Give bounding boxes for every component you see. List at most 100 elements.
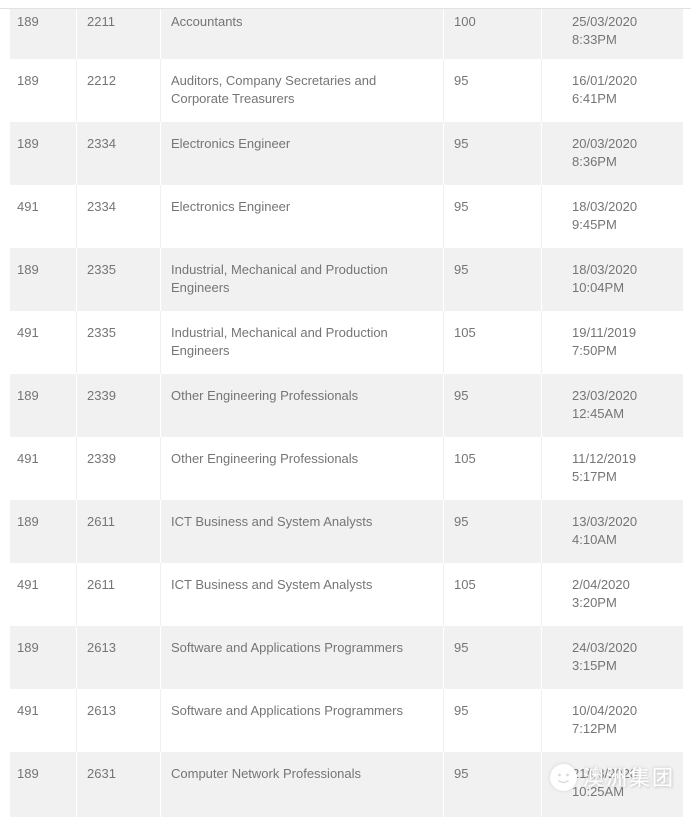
- occupation-code-value: 2334: [87, 199, 116, 214]
- cell-occupation-name: Accountants: [160, 9, 443, 59]
- table-row: 491 2611 ICT Business and System Analyst…: [10, 563, 683, 626]
- date-value: 13/03/2020: [572, 514, 638, 529]
- cell-occupation-name: Electronics Engineer: [160, 122, 443, 185]
- cell-visa-subclass: 189: [10, 500, 76, 563]
- points-value: 95: [454, 388, 469, 403]
- visa-subclass-value: 491: [17, 577, 39, 592]
- cell-visa-subclass: 189: [10, 248, 76, 311]
- visa-subclass-value: 189: [17, 14, 39, 29]
- cell-occupation-name: ICT Business and System Analysts: [160, 500, 443, 563]
- cell-occupation-code: 2335: [76, 248, 160, 311]
- occupation-name-value: Electronics Engineer: [171, 199, 291, 214]
- cell-date: 11/12/2019 5:17PM: [541, 437, 683, 500]
- cell-occupation-code: 2339: [76, 437, 160, 500]
- cell-occupation-name: Other Engineering Professionals: [160, 374, 443, 437]
- cell-visa-subclass: 491: [10, 689, 76, 752]
- table-row: 189 2211 Accountants 100 25/03/2020 8:33…: [10, 9, 683, 59]
- cell-points: 95: [443, 248, 541, 311]
- cell-occupation-code: 2335: [76, 311, 160, 374]
- cell-occupation-code: 2334: [76, 122, 160, 185]
- visa-subclass-value: 491: [17, 199, 39, 214]
- table-row: 189 2212 Auditors, Company Secretaries a…: [10, 59, 683, 122]
- points-value: 95: [454, 73, 469, 88]
- cell-occupation-name: Software and Applications Programmers: [160, 626, 443, 689]
- cell-occupation-name: Industrial, Mechanical and Production En…: [160, 248, 443, 311]
- cell-visa-subclass: 491: [10, 185, 76, 248]
- time-value: 3:20PM: [572, 595, 617, 610]
- cell-points: 105: [443, 311, 541, 374]
- visa-subclass-value: 491: [17, 325, 39, 340]
- cell-points: 95: [443, 626, 541, 689]
- time-value: 4:10AM: [572, 532, 617, 547]
- occupation-name-value: Computer Network Professionals: [171, 766, 362, 781]
- cell-points: 100: [443, 9, 541, 59]
- visa-subclass-value: 189: [17, 136, 39, 151]
- time-value: 10:04PM: [572, 280, 625, 295]
- table-row: 189 2339 Other Engineering Professionals…: [10, 374, 683, 437]
- occupation-code-value: 2611: [87, 577, 115, 592]
- cell-visa-subclass: 491: [10, 311, 76, 374]
- date-value: 16/01/2020: [572, 73, 638, 88]
- points-value: 95: [454, 199, 469, 214]
- cell-occupation-name: Industrial, Mechanical and Production En…: [160, 311, 443, 374]
- visa-subclass-value: 189: [17, 766, 39, 781]
- date-value: 25/03/2020: [572, 14, 638, 29]
- cell-occupation-code: 2631: [76, 752, 160, 817]
- occupation-code-value: 2335: [87, 262, 116, 277]
- cell-points: 105: [443, 563, 541, 626]
- cell-date: 19/11/2019 7:50PM: [541, 311, 683, 374]
- occupation-code-value: 2631: [87, 766, 116, 781]
- time-value: 5:17PM: [572, 469, 617, 484]
- occupation-code-value: 2611: [87, 514, 115, 529]
- occupation-code-value: 2339: [87, 388, 116, 403]
- cell-date: 18/03/2020 9:45PM: [541, 185, 683, 248]
- occupation-name-value: Other Engineering Professionals: [171, 388, 359, 403]
- cell-date: 18/03/2020 10:04PM: [541, 248, 683, 311]
- cell-visa-subclass: 189: [10, 9, 76, 59]
- time-value: 10:25AM: [572, 784, 625, 799]
- time-value: 9:45PM: [572, 217, 617, 232]
- cell-occupation-code: 2334: [76, 185, 160, 248]
- time-value: 8:33PM: [572, 32, 617, 47]
- cell-points: 95: [443, 689, 541, 752]
- cell-date: 25/03/2020 8:33PM: [541, 9, 683, 59]
- points-value: 105: [454, 451, 476, 466]
- occupation-name-value: Industrial, Mechanical and Production En…: [171, 262, 388, 295]
- occupation-name-value: ICT Business and System Analysts: [171, 514, 373, 529]
- table-row: 491 2339 Other Engineering Professionals…: [10, 437, 683, 500]
- occupation-code-value: 2613: [87, 640, 116, 655]
- table-row: 189 2334 Electronics Engineer 95 20/03/2…: [10, 122, 683, 185]
- table-row: 189 2613 Software and Applications Progr…: [10, 626, 683, 689]
- date-value: 10/04/2020: [572, 703, 638, 718]
- cell-occupation-code: 2211: [76, 9, 160, 59]
- occupation-name-value: ICT Business and System Analysts: [171, 577, 373, 592]
- cell-occupation-code: 2212: [76, 59, 160, 122]
- cell-date: 10/04/2020 7:12PM: [541, 689, 683, 752]
- cell-points: 95: [443, 752, 541, 817]
- occupation-name-value: Software and Applications Programmers: [171, 640, 403, 655]
- cell-occupation-code: 2613: [76, 689, 160, 752]
- time-value: 3:15PM: [572, 658, 617, 673]
- visa-subclass-value: 189: [17, 640, 39, 655]
- cell-visa-subclass: 189: [10, 122, 76, 185]
- table-row: 189 2631 Computer Network Professionals …: [10, 752, 683, 817]
- time-value: 7:12PM: [572, 721, 617, 736]
- cell-date: 24/03/2020 3:15PM: [541, 626, 683, 689]
- cell-date: 21/03/2020 10:25AM: [541, 752, 683, 817]
- points-value: 95: [454, 136, 469, 151]
- date-value: 18/03/2020: [572, 199, 638, 214]
- visa-subclass-value: 189: [17, 514, 39, 529]
- cell-visa-subclass: 491: [10, 437, 76, 500]
- table-row: 491 2613 Software and Applications Progr…: [10, 689, 683, 752]
- occupation-code-value: 2212: [87, 73, 116, 88]
- occupation-name-value: Auditors, Company Secretaries and Corpor…: [171, 73, 377, 106]
- date-value: 11/12/2019: [572, 451, 637, 466]
- points-value: 95: [454, 703, 469, 718]
- visa-subclass-value: 189: [17, 262, 39, 277]
- cell-visa-subclass: 189: [10, 59, 76, 122]
- points-value: 105: [454, 577, 476, 592]
- occupation-name-value: Other Engineering Professionals: [171, 451, 359, 466]
- table-row: 491 2335 Industrial, Mechanical and Prod…: [10, 311, 683, 374]
- cell-occupation-name: Auditors, Company Secretaries and Corpor…: [160, 59, 443, 122]
